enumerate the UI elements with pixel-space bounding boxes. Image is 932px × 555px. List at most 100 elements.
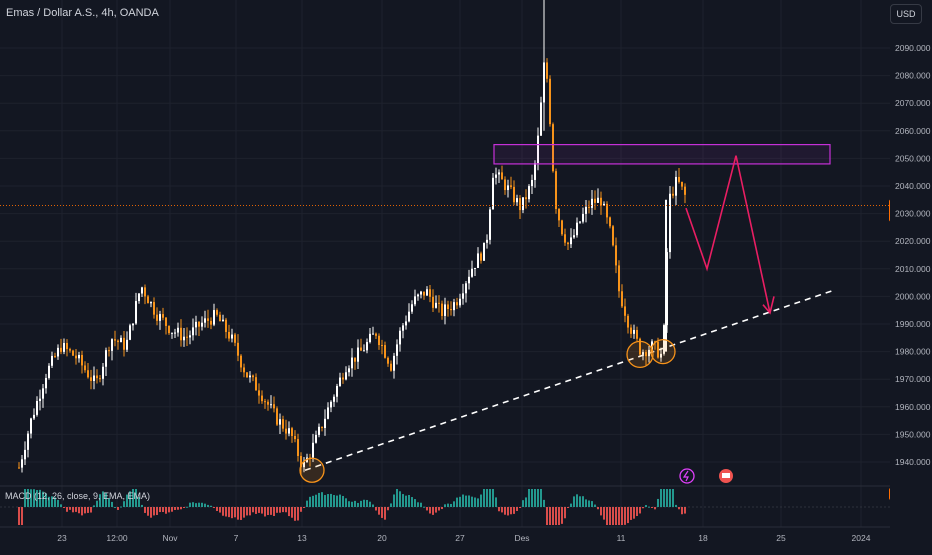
macd-bar (405, 495, 407, 507)
candle-bull (330, 401, 332, 408)
candle-bear (354, 357, 356, 362)
candle-bull (465, 283, 467, 294)
macd-bar (513, 507, 515, 514)
candle-bear (615, 245, 617, 266)
candle-bear (594, 198, 596, 203)
macd-bar (639, 507, 641, 514)
candle-bull (540, 102, 542, 136)
macd-bar (627, 507, 629, 524)
candle-bull (477, 253, 479, 268)
macd-bar (303, 507, 305, 508)
macd-bar (375, 507, 377, 511)
macd-bar (69, 507, 71, 510)
candle-bear (162, 314, 164, 318)
macd-bar (324, 495, 326, 507)
macd-bar (267, 507, 269, 516)
macd-bar (258, 507, 260, 513)
candle-bear (447, 304, 449, 309)
macd-bar (84, 507, 86, 514)
candle-bull (27, 433, 29, 450)
macd-bar (318, 492, 320, 507)
candle-bear (108, 350, 110, 352)
candle-bull (204, 318, 206, 323)
candle-bear (84, 365, 86, 371)
candle-bull (195, 321, 197, 328)
macd-bar (312, 495, 314, 507)
candle-bear (297, 439, 299, 456)
macd-bar (153, 507, 155, 516)
macd-bar (24, 489, 26, 507)
candle-bull (336, 385, 338, 397)
macd-bar (471, 496, 473, 507)
candle-bear (261, 395, 263, 402)
macd-bar (657, 498, 659, 507)
macd-bar (81, 507, 83, 516)
candle-bear (621, 291, 623, 307)
candle-bull (459, 298, 461, 306)
macd-bar (120, 506, 122, 508)
macd-bar (606, 507, 608, 525)
candle-bull (135, 301, 137, 324)
macd-bar (435, 507, 437, 513)
candle-bear (282, 419, 284, 429)
macd-bar (108, 498, 110, 507)
macd-bar (450, 503, 452, 507)
x-tick-label: 23 (57, 533, 67, 543)
x-tick-label: 11 (617, 533, 626, 543)
macd-bar (18, 507, 20, 525)
macd-bar (408, 494, 410, 507)
currency-button[interactable]: USD (890, 4, 922, 24)
macd-bar (177, 507, 179, 510)
macd-bar (144, 507, 146, 513)
candle-bear (294, 435, 296, 440)
macd-bar (678, 507, 680, 510)
candle-bull (486, 239, 488, 243)
macd-bar (474, 497, 476, 507)
macd-bar (150, 507, 152, 518)
candle-bull (507, 185, 509, 191)
candle-bear (609, 217, 611, 227)
macd-bar (651, 507, 653, 508)
candle-bull (21, 459, 23, 468)
candle-bull (324, 418, 326, 429)
macd-bar (417, 502, 419, 507)
candle-bull (537, 135, 539, 164)
macd-bar (96, 500, 98, 507)
macd-bar (630, 507, 632, 520)
candle-bear (234, 334, 236, 343)
macd-bar (615, 507, 617, 525)
macd-bar (261, 507, 263, 514)
macd-bar (156, 507, 158, 515)
macd-bar (36, 490, 38, 507)
macd-bar (609, 507, 611, 525)
candle-bear (165, 317, 167, 326)
candle-bear (267, 401, 269, 405)
macd-bar (636, 507, 638, 517)
candle-bull (660, 353, 662, 358)
candle-bull (570, 237, 572, 245)
candle-bear (450, 308, 452, 311)
candle-bear (99, 378, 101, 380)
macd-bar (552, 507, 554, 525)
candle-bear (684, 186, 686, 195)
candle-bear (180, 327, 182, 341)
macd-bar (579, 496, 581, 507)
macd-bar (93, 505, 95, 507)
macd-bar (465, 495, 467, 507)
macd-bar (525, 497, 527, 507)
candle-bear (96, 375, 98, 379)
x-tick-label: 20 (377, 533, 387, 543)
macd-bar (660, 489, 662, 507)
macd-bar (633, 507, 635, 519)
candle-bear (387, 357, 389, 364)
candle-bear (255, 377, 257, 391)
macd-bar (117, 507, 119, 510)
candle-bear (519, 198, 521, 211)
candle-bear (153, 302, 155, 315)
macd-bar (642, 507, 644, 509)
candle-bear (117, 340, 119, 343)
candle-bear (552, 124, 554, 172)
macd-bar (195, 503, 197, 507)
